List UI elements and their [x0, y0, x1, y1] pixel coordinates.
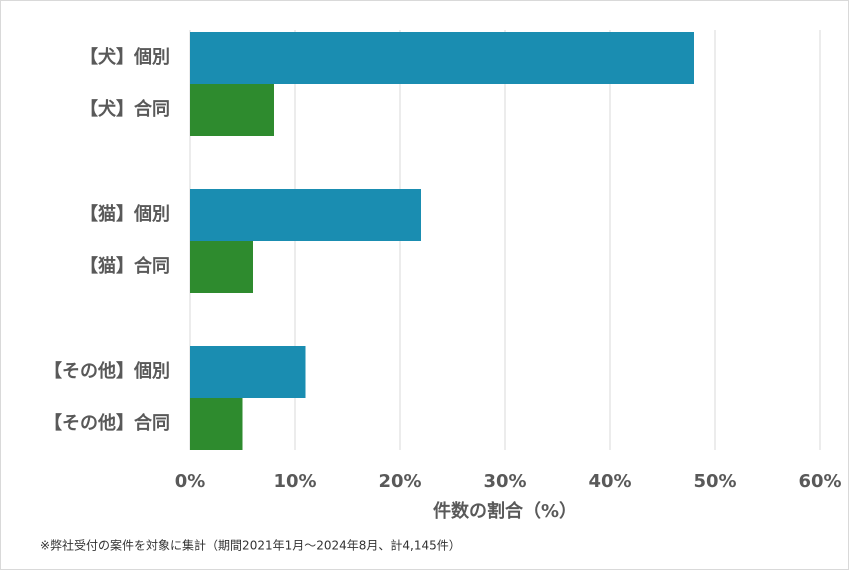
- bar: [190, 32, 694, 84]
- bar: [190, 241, 253, 293]
- y-tick-label: 【その他】個別: [44, 360, 170, 382]
- y-tick-label: 【猫】合同: [80, 255, 170, 277]
- x-tick-label: 40%: [588, 471, 631, 492]
- x-tick-label: 10%: [273, 471, 316, 492]
- y-tick-label: 【犬】個別: [80, 46, 170, 68]
- footnote: ※弊社受付の案件を対象に集計（期間2021年1月～2024年8月、計4,145件…: [40, 538, 461, 553]
- y-tick-label: 【猫】個別: [80, 203, 170, 225]
- x-tick-label: 20%: [378, 471, 421, 492]
- y-tick-label: 【その他】合同: [44, 412, 170, 434]
- bar: [190, 84, 274, 136]
- x-axis-title: 件数の割合（%）: [433, 500, 577, 522]
- y-tick-label: 【犬】合同: [80, 98, 170, 120]
- x-tick-label: 50%: [693, 471, 736, 492]
- x-tick-label: 0%: [175, 471, 206, 492]
- bar: [190, 398, 243, 450]
- x-tick-label: 30%: [483, 471, 526, 492]
- bar: [190, 346, 306, 398]
- bar: [190, 189, 421, 241]
- x-tick-label: 60%: [798, 471, 841, 492]
